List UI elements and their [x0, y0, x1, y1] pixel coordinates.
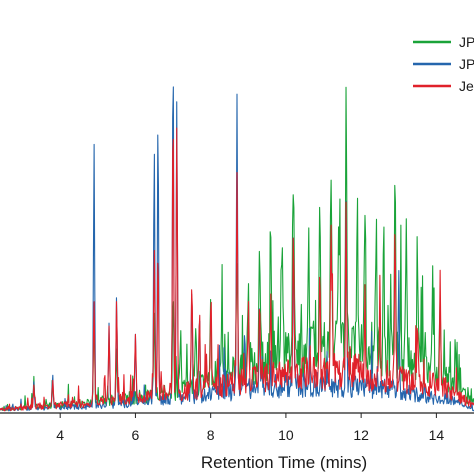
x-tick-label: 14 — [429, 427, 445, 443]
x-tick-label: 6 — [132, 427, 140, 443]
x-axis-title: Retention Time (mins) — [201, 453, 367, 472]
legend-label-1: JP — [459, 34, 474, 50]
trace-group — [0, 86, 474, 412]
series-line-3 — [0, 127, 474, 412]
series-line-2 — [0, 86, 474, 412]
x-tick-label: 8 — [207, 427, 215, 443]
x-tick-label: 4 — [56, 427, 64, 443]
legend: JP JP Je — [413, 34, 474, 94]
legend-label-3: Je — [459, 78, 474, 94]
legend-label-2: JP — [459, 56, 474, 72]
x-tick-label: 12 — [353, 427, 369, 443]
x-tick-label: 10 — [278, 427, 294, 443]
x-tick-group: 4 6 8 10 12 14 — [56, 413, 444, 443]
